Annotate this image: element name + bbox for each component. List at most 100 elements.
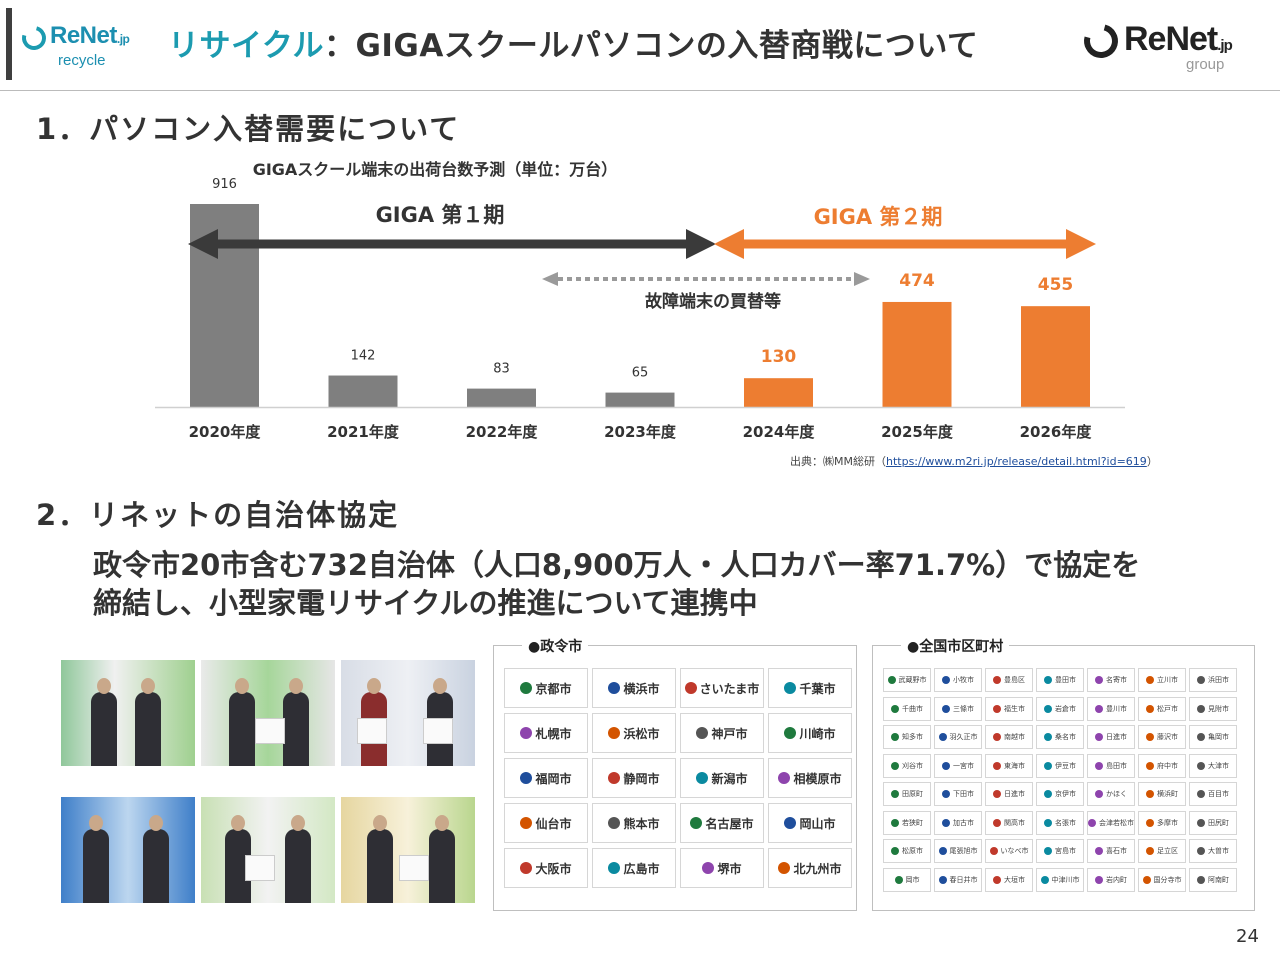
city-name: 東海市 [1004, 761, 1025, 770]
city-emblem-icon [1044, 761, 1052, 770]
city-name: 宮島市 [1055, 847, 1076, 855]
city-name: 大曽市 [1208, 847, 1229, 855]
municipality-logo: 日進市 [1087, 725, 1135, 749]
municipality-logo: 亀岡市 [1189, 725, 1237, 749]
designated-city-logo: 広島市 [592, 848, 676, 888]
city-emblem-icon [938, 875, 947, 884]
city-emblem-icon [784, 682, 797, 694]
city-emblem-icon [1146, 761, 1154, 770]
agreement-photo [61, 797, 195, 903]
designated-city-logo: 千葉市 [768, 668, 852, 708]
municipality-logo: 岩倉市 [1036, 696, 1084, 721]
city-emblem-icon [1095, 704, 1103, 713]
city-name: 川崎市 [799, 726, 836, 741]
city-emblem-icon [1197, 847, 1205, 855]
city-emblem-icon [1197, 790, 1205, 798]
designated-city-logo: 福岡市 [504, 758, 588, 798]
city-name: 北九州市 [793, 861, 842, 876]
municipality-logo: 福生市 [985, 696, 1033, 721]
city-name: 多摩市 [1157, 818, 1178, 827]
designated-city-logo: 札幌市 [504, 713, 588, 753]
municipality-logo: 多摩市 [1138, 810, 1186, 835]
municipality-logo: 豊島区 [985, 668, 1033, 692]
city-name: 藤沢市 [1157, 733, 1178, 741]
city-emblem-icon [1197, 818, 1205, 827]
city-name: 武蔵野市 [898, 676, 927, 684]
city-emblem-icon [1040, 875, 1049, 884]
municipality-logo: 会津若松市 [1087, 810, 1135, 835]
municipality-logo: 伊豆市 [1036, 753, 1084, 778]
city-emblem-icon [891, 847, 899, 855]
city-emblem-icon [608, 682, 621, 694]
city-emblem-icon [778, 862, 791, 874]
city-name: 名寄市 [1106, 676, 1127, 684]
agreement-photo [341, 797, 475, 903]
city-name: 阿南町 [1208, 875, 1229, 884]
shipment-forecast-chart: GIGAスクール端末の出荷台数予測（単位：万台） 916 2020年度 142 2021… [150, 150, 1150, 480]
designated-city-logo: 熊本市 [592, 803, 676, 843]
city-name: 伊豆市 [1055, 761, 1076, 770]
municipality-logo: 喜石市 [1087, 839, 1135, 863]
city-emblem-icon [942, 790, 950, 798]
city-emblem-icon [891, 818, 899, 827]
city-emblem-icon [784, 727, 797, 739]
group-logo-name: ReNet [1124, 20, 1218, 58]
municipality-logo: 岩内町 [1087, 867, 1135, 892]
city-name: いなべ市 [1000, 847, 1029, 855]
section1-heading: 1．パソコン入替需要について [36, 112, 461, 146]
city-emblem-icon [784, 817, 797, 829]
municipality-logo: 阿南町 [1189, 867, 1237, 892]
chart-bar [190, 204, 259, 407]
municipality-logo: 刈谷市 [883, 753, 931, 778]
city-emblem-icon [520, 862, 533, 874]
logo-sub: recycle [58, 52, 106, 69]
municipality-logo: 大津市 [1189, 753, 1237, 778]
municipality-logo: 名張市 [1036, 810, 1084, 835]
city-name: 中津川市 [1051, 875, 1080, 884]
chart-bar [744, 378, 813, 407]
city-name: 京伊市 [1055, 790, 1076, 798]
chart-category-label: 2021年度 [327, 423, 400, 441]
city-name: 新潟市 [711, 771, 748, 786]
municipality-logo: 名寄市 [1087, 668, 1135, 692]
municipality-logo: 松原市 [883, 839, 931, 863]
city-emblem-icon [993, 676, 1001, 684]
city-name: 会津若松市 [1099, 818, 1134, 827]
city-emblem-icon [1044, 818, 1052, 827]
city-name: 浜松市 [623, 726, 660, 741]
chart-category-label: 2025年度 [881, 423, 954, 441]
city-emblem-icon [1146, 847, 1154, 855]
page-title: リサイクル：GIGAスクールパソコンの入替商戦について [168, 20, 978, 65]
agreement-photo-collage [61, 657, 483, 905]
municipality-logo: 浜田市 [1189, 668, 1237, 692]
municipality-logo: 立川市 [1138, 668, 1186, 692]
agreement-summary: 政令市20市含む732自治体（人口8,900万人・人口カバー率71.7%）で協定… [93, 546, 1213, 622]
city-emblem-icon [891, 704, 899, 713]
city-name: 府中市 [1157, 761, 1178, 770]
city-emblem-icon [1044, 733, 1052, 741]
city-emblem-icon [1146, 704, 1154, 713]
municipality-logo: 国分寺市 [1138, 867, 1186, 892]
city-emblem-icon [1197, 875, 1205, 884]
municipality-logo: 豊川市 [1087, 696, 1135, 721]
agreement-photo [341, 660, 475, 766]
header-divider [0, 90, 1280, 91]
city-emblem-icon [608, 817, 621, 829]
city-name: 国分寺市 [1153, 875, 1182, 884]
city-emblem-icon [702, 862, 715, 874]
phase1-arrow-head-left [188, 229, 218, 259]
city-emblem-icon [1095, 790, 1103, 798]
phase2-label: GIGA 第２期 [814, 205, 943, 229]
city-emblem-icon [942, 704, 950, 713]
page-title-accent: リサイクル [168, 28, 324, 64]
municipality-logo: 松戸市 [1138, 696, 1186, 721]
municipality-logo: 宮島市 [1036, 839, 1084, 863]
chart-category-label: 2026年度 [1020, 423, 1093, 441]
city-name: 相模原市 [793, 771, 842, 786]
city-name: かほく [1106, 790, 1127, 798]
city-emblem-icon [1197, 733, 1205, 741]
source-link[interactable]: https://www.m2ri.jp/release/detail.html?… [885, 455, 1147, 468]
municipality-logo: 南越市 [985, 725, 1033, 749]
city-emblem-icon [1095, 676, 1103, 684]
city-name: 福岡市 [535, 771, 572, 786]
